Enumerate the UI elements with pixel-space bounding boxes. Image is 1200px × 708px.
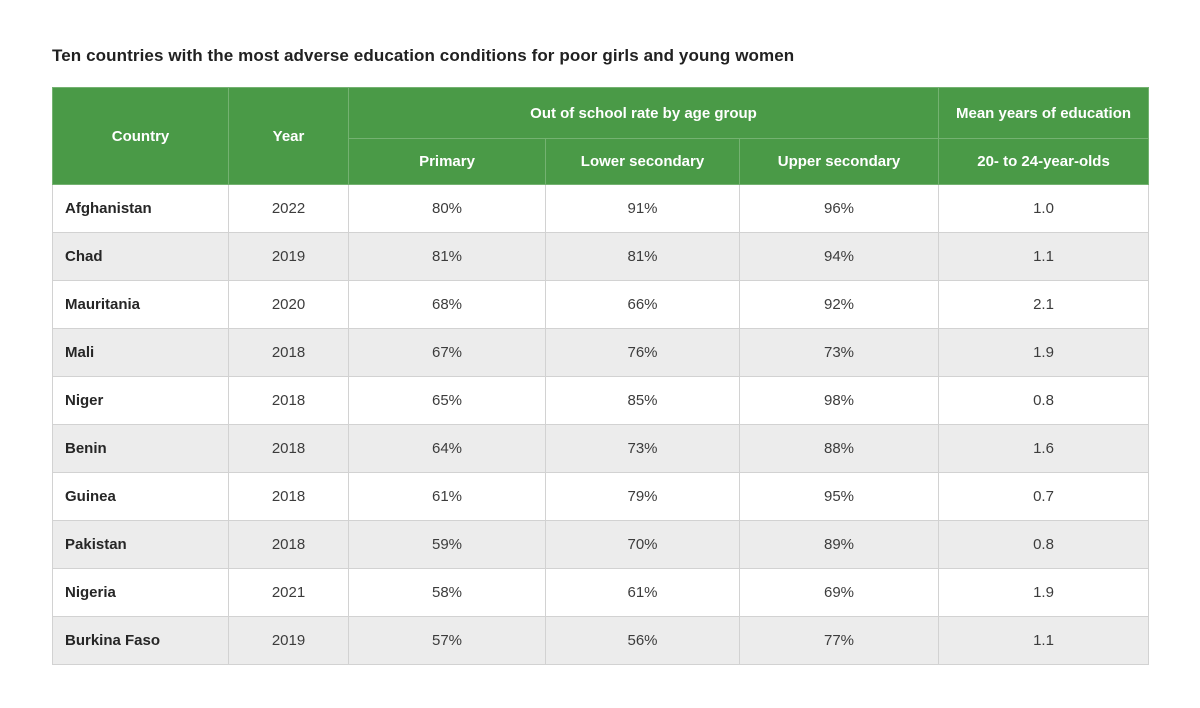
mean-years-cell: 1.0: [938, 184, 1150, 233]
mean-years-cell: 1.1: [938, 616, 1150, 665]
upper-secondary-rate-cell: 94%: [738, 232, 940, 281]
lower-secondary-rate-cell: 79%: [545, 472, 740, 521]
country-cell: Mauritania: [52, 280, 229, 329]
upper-secondary-rate-cell: 92%: [738, 280, 940, 329]
mean-years-cell: 0.8: [938, 376, 1150, 425]
mean-years-cell: 0.7: [938, 472, 1150, 521]
country-cell: Benin: [52, 424, 229, 473]
primary-rate-cell: 57%: [348, 616, 546, 665]
lower-secondary-rate-cell: 61%: [545, 568, 740, 617]
primary-rate-cell: 58%: [348, 568, 546, 617]
table-row: Niger 2018 65% 85% 98% 0.8: [52, 376, 1150, 425]
header-out-of-school-group: Out of school rate by age group: [347, 87, 940, 139]
header-group-row: Country Year Out of school rate by age g…: [52, 87, 1150, 185]
country-cell: Burkina Faso: [52, 616, 229, 665]
table-row: Benin 2018 64% 73% 88% 1.6: [52, 424, 1150, 473]
year-cell: 2018: [228, 376, 349, 425]
year-cell: 2018: [228, 472, 349, 521]
lower-secondary-rate-cell: 70%: [545, 520, 740, 569]
country-cell: Chad: [52, 232, 229, 281]
year-cell: 2018: [228, 424, 349, 473]
primary-rate-cell: 61%: [348, 472, 546, 521]
upper-secondary-rate-cell: 89%: [738, 520, 940, 569]
upper-secondary-rate-cell: 96%: [738, 184, 940, 233]
lower-secondary-rate-cell: 66%: [545, 280, 740, 329]
header-mean-years-sub: 20- to 24-year-olds: [938, 138, 1150, 185]
table-body: Afghanistan 2022 80% 91% 96% 1.0 Chad 2019 81% 81…: [52, 184, 1150, 665]
header-mean-years-group: Mean years of education: [938, 87, 1150, 139]
header-upper-secondary: Upper secondary: [738, 138, 940, 185]
country-cell: Niger: [52, 376, 229, 425]
country-cell: Afghanistan: [52, 184, 229, 233]
lower-secondary-rate-cell: 56%: [545, 616, 740, 665]
year-cell: 2022: [228, 184, 349, 233]
country-cell: Nigeria: [52, 568, 229, 617]
table-row: Mauritania 2020 68% 66% 92% 2.1: [52, 280, 1150, 329]
country-cell: Mali: [52, 328, 229, 377]
upper-secondary-rate-cell: 98%: [738, 376, 940, 425]
primary-rate-cell: 67%: [348, 328, 546, 377]
table-row: Guinea 2018 61% 79% 95% 0.7: [52, 472, 1150, 521]
table-row: Afghanistan 2022 80% 91% 96% 1.0: [52, 184, 1150, 233]
mean-years-cell: 1.9: [938, 568, 1150, 617]
table-row: Pakistan 2018 59% 70% 89% 0.8: [52, 520, 1150, 569]
year-cell: 2018: [228, 520, 349, 569]
primary-rate-cell: 64%: [348, 424, 546, 473]
header-sub-row: Primary Lower secondary Upper secondary …: [53, 138, 1150, 185]
header-lower-secondary: Lower secondary: [545, 138, 740, 185]
page-title: Ten countries with the most adverse educ…: [52, 46, 795, 65]
lower-secondary-rate-cell: 76%: [545, 328, 740, 377]
primary-rate-cell: 81%: [348, 232, 546, 281]
table-row: Mali 2018 67% 76% 73% 1.9: [52, 328, 1150, 377]
lower-secondary-rate-cell: 73%: [545, 424, 740, 473]
header-primary: Primary: [348, 138, 546, 185]
table-row: Burkina Faso 2019 57% 56% 77% 1.1: [52, 616, 1150, 665]
mean-years-cell: 0.8: [938, 520, 1150, 569]
header-country: Country: [52, 87, 229, 185]
year-cell: 2018: [228, 328, 349, 377]
mean-years-cell: 2.1: [938, 280, 1150, 329]
year-cell: 2019: [228, 616, 349, 665]
lower-secondary-rate-cell: 81%: [545, 232, 740, 281]
country-cell: Pakistan: [52, 520, 229, 569]
year-cell: 2021: [228, 568, 349, 617]
table-row: Chad 2019 81% 81% 94% 1.1: [52, 232, 1150, 281]
mean-years-cell: 1.9: [938, 328, 1150, 377]
table-row: Nigeria 2021 58% 61% 69% 1.9: [52, 568, 1150, 617]
primary-rate-cell: 80%: [348, 184, 546, 233]
education-table: Country Year Out of school rate by age g…: [52, 87, 1150, 665]
primary-rate-cell: 68%: [348, 280, 546, 329]
year-cell: 2019: [228, 232, 349, 281]
header-year: Year: [228, 87, 349, 185]
mean-years-cell: 1.6: [938, 424, 1150, 473]
upper-secondary-rate-cell: 73%: [738, 328, 940, 377]
year-cell: 2020: [228, 280, 349, 329]
mean-years-cell: 1.1: [938, 232, 1150, 281]
upper-secondary-rate-cell: 88%: [738, 424, 940, 473]
upper-secondary-rate-cell: 69%: [738, 568, 940, 617]
primary-rate-cell: 59%: [348, 520, 546, 569]
lower-secondary-rate-cell: 85%: [545, 376, 740, 425]
upper-secondary-rate-cell: 77%: [738, 616, 940, 665]
country-cell: Guinea: [52, 472, 229, 521]
table-header: Country Year Out of school rate by age g…: [52, 87, 1150, 185]
primary-rate-cell: 65%: [348, 376, 546, 425]
upper-secondary-rate-cell: 95%: [738, 472, 940, 521]
lower-secondary-rate-cell: 91%: [545, 184, 740, 233]
